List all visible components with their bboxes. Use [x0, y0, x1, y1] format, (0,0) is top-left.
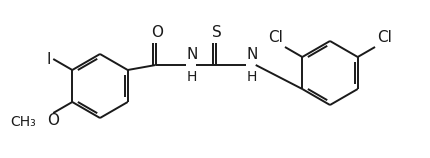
- Text: H: H: [187, 70, 197, 84]
- Text: O: O: [47, 113, 59, 128]
- Text: Cl: Cl: [377, 30, 392, 45]
- Text: I: I: [47, 52, 51, 67]
- Text: CH₃: CH₃: [10, 115, 36, 129]
- Text: H: H: [247, 70, 257, 84]
- Text: O: O: [150, 25, 163, 40]
- Text: N: N: [247, 47, 258, 62]
- Text: Cl: Cl: [268, 30, 283, 45]
- Text: S: S: [212, 25, 221, 40]
- Text: N: N: [187, 47, 198, 62]
